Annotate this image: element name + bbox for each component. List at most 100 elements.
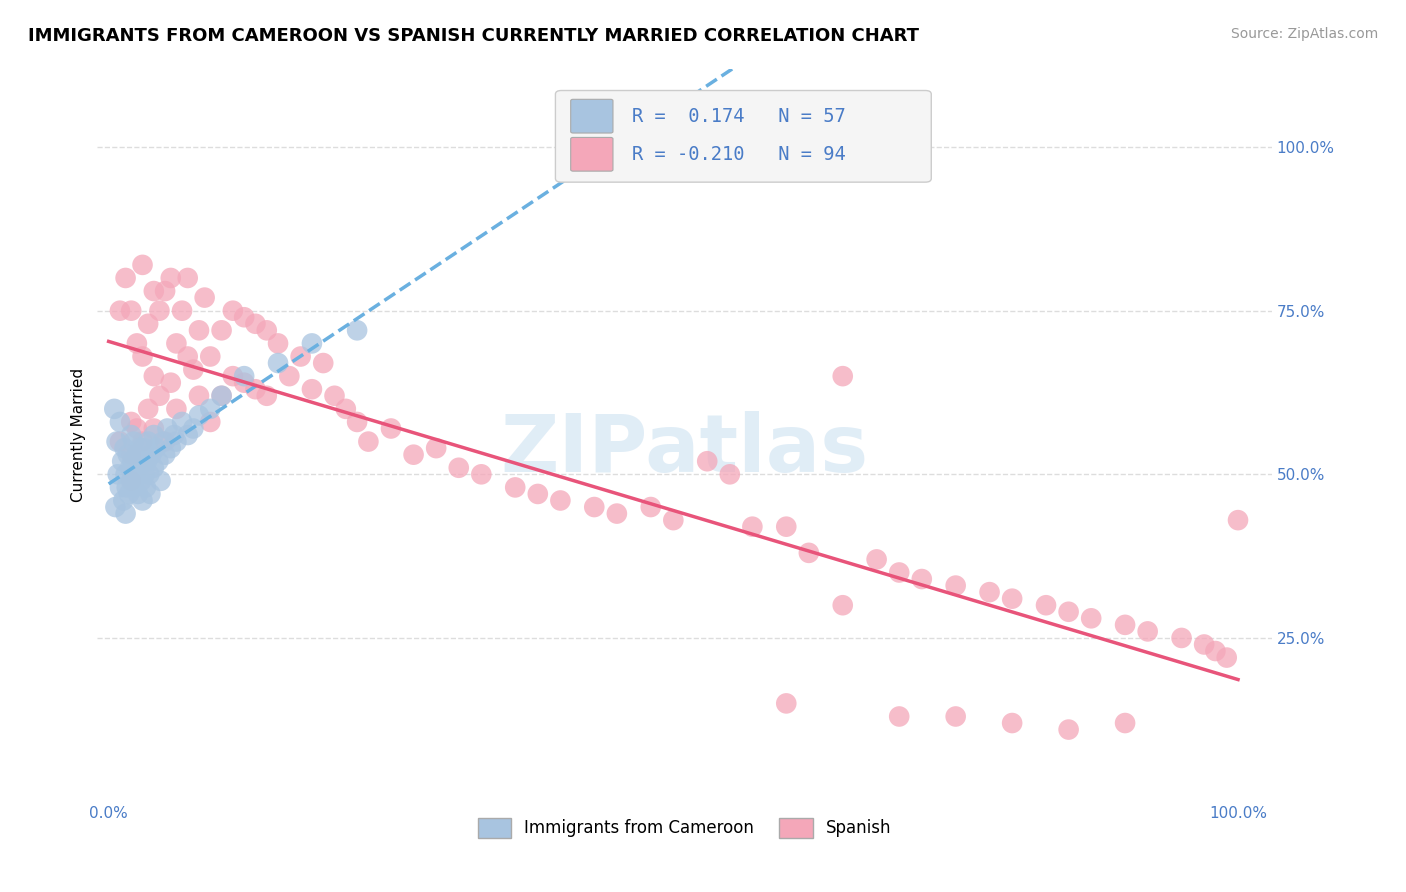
Point: [1136, 624, 1159, 639]
Point: [152, 434, 174, 449]
Point: [156, 421, 179, 435]
Point: [170, 303, 193, 318]
Point: [136, 401, 159, 416]
Y-axis label: Currently Married: Currently Married: [72, 368, 86, 502]
Point: [1227, 513, 1250, 527]
Point: [200, 415, 222, 429]
Point: [233, 369, 256, 384]
Point: [797, 546, 820, 560]
Point: [136, 434, 159, 449]
Text: Source: ZipAtlas.com: Source: ZipAtlas.com: [1230, 27, 1378, 41]
Point: [121, 454, 143, 468]
Point: [120, 303, 142, 318]
Point: [176, 428, 198, 442]
Point: [176, 350, 198, 364]
Point: [125, 467, 148, 482]
Point: [142, 421, 165, 435]
Point: [1001, 591, 1024, 606]
Point: [718, 467, 741, 482]
Point: [1035, 598, 1057, 612]
Point: [165, 336, 187, 351]
Point: [606, 507, 628, 521]
Point: [640, 500, 662, 514]
Point: [153, 284, 176, 298]
Point: [527, 487, 550, 501]
Point: [889, 566, 911, 580]
Point: [135, 480, 157, 494]
Point: [142, 460, 165, 475]
Point: [145, 441, 167, 455]
Point: [188, 323, 211, 337]
Point: [148, 389, 170, 403]
Point: [865, 552, 887, 566]
Point: [104, 500, 127, 514]
Point: [165, 434, 187, 449]
Point: [128, 460, 150, 475]
Point: [153, 448, 176, 462]
Point: [103, 401, 125, 416]
Point: [141, 448, 163, 462]
Point: [120, 474, 142, 488]
Point: [159, 376, 181, 390]
Point: [312, 356, 335, 370]
Point: [122, 434, 145, 449]
Point: [211, 389, 233, 403]
Point: [245, 317, 267, 331]
Point: [402, 448, 425, 462]
Point: [114, 507, 136, 521]
Point: [183, 421, 205, 435]
Point: [163, 428, 186, 442]
Point: [138, 467, 160, 482]
Point: [346, 415, 368, 429]
Point: [278, 369, 301, 384]
Point: [108, 480, 131, 494]
Point: [979, 585, 1001, 599]
Point: [142, 284, 165, 298]
Point: [662, 513, 685, 527]
Point: [945, 709, 967, 723]
Point: [267, 336, 290, 351]
Point: [183, 362, 205, 376]
Point: [256, 389, 278, 403]
Text: IMMIGRANTS FROM CAMEROON VS SPANISH CURRENTLY MARRIED CORRELATION CHART: IMMIGRANTS FROM CAMEROON VS SPANISH CURR…: [28, 27, 920, 45]
Point: [132, 441, 155, 455]
Point: [120, 448, 142, 462]
Point: [194, 291, 217, 305]
FancyBboxPatch shape: [571, 99, 613, 133]
Point: [1001, 716, 1024, 731]
Point: [129, 441, 152, 455]
Point: [301, 336, 323, 351]
Point: [131, 258, 153, 272]
Point: [889, 709, 911, 723]
Point: [1057, 605, 1080, 619]
Point: [222, 303, 245, 318]
Point: [127, 487, 149, 501]
Point: [1114, 618, 1136, 632]
Point: [118, 487, 141, 501]
Point: [211, 389, 233, 403]
Point: [323, 389, 346, 403]
Text: R =  0.174   N = 57: R = 0.174 N = 57: [631, 107, 845, 126]
Point: [120, 428, 142, 442]
Point: [741, 519, 763, 533]
Point: [831, 598, 853, 612]
Point: [108, 303, 131, 318]
Point: [211, 323, 233, 337]
Point: [1170, 631, 1192, 645]
Point: [911, 572, 934, 586]
Text: R = -0.210   N = 94: R = -0.210 N = 94: [631, 145, 845, 164]
Point: [301, 382, 323, 396]
Point: [114, 467, 136, 482]
Point: [1192, 638, 1215, 652]
Point: [112, 493, 135, 508]
Point: [111, 454, 134, 468]
Point: [425, 441, 447, 455]
Point: [1114, 716, 1136, 731]
Point: [115, 480, 138, 494]
Point: [176, 271, 198, 285]
Point: [447, 460, 470, 475]
Point: [120, 474, 142, 488]
Point: [380, 421, 402, 435]
Point: [159, 271, 181, 285]
Point: [124, 480, 146, 494]
